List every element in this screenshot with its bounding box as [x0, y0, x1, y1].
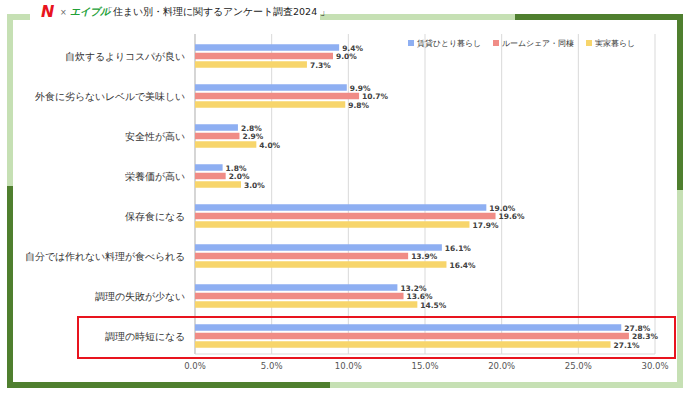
bar — [195, 253, 408, 260]
bar — [195, 284, 397, 291]
chart: N×エイブル「住まい別・料理に関するアンケート調査2024 」0.0%5.0%1… — [0, 0, 693, 393]
bar — [195, 44, 339, 51]
frame — [10, 17, 680, 385]
bar — [195, 221, 469, 228]
legend-label: 実家暮らし — [595, 39, 635, 48]
highlight-box — [78, 317, 675, 358]
legend-label: 賃貸ひとり暮らし — [417, 39, 481, 48]
legend-swatch — [586, 40, 592, 46]
legend-swatch — [408, 40, 414, 46]
bar — [195, 213, 496, 220]
tick-label: 30.0% — [641, 361, 668, 371]
background — [0, 0, 693, 393]
tick-label: 15.0% — [411, 361, 438, 371]
data-label: 16.1% — [445, 244, 472, 253]
bar — [195, 93, 359, 100]
tick-label: 10.0% — [335, 361, 362, 371]
data-labels: 9.4%9.0%7.3%9.9%10.7%9.8%2.8%2.9%4.0%1.8… — [226, 44, 659, 350]
bar — [195, 141, 256, 148]
category-label: 安全性が高い — [125, 131, 185, 142]
data-label: 7.3% — [310, 61, 331, 70]
data-label: 17.9% — [472, 221, 499, 230]
data-label: 13.9% — [411, 252, 438, 261]
bar — [195, 164, 223, 171]
data-label: 16.4% — [449, 261, 476, 270]
data-label: 14.5% — [420, 301, 447, 310]
bar — [195, 181, 241, 188]
category-label: 栄養価が高い — [125, 171, 185, 182]
legend-swatch — [493, 40, 499, 46]
bar — [195, 261, 446, 268]
logo-n: N — [41, 2, 55, 21]
frame-accent — [7, 382, 330, 388]
frame-accent — [677, 14, 683, 190]
category-label: 外食に劣らないレベルで美味しい — [35, 91, 185, 102]
bar — [195, 301, 417, 308]
grid — [195, 34, 655, 354]
axis-line — [195, 354, 655, 355]
category-label: 保存食になる — [125, 211, 185, 222]
legend: 賃貸ひとり暮らし ルームシェア・同棲 実家暮らし — [408, 39, 635, 48]
data-label: 3.0% — [244, 181, 265, 190]
data-label: 19.6% — [499, 212, 526, 221]
bar — [195, 204, 486, 211]
data-label: 4.0% — [259, 141, 280, 150]
tick-label: 0.0% — [184, 361, 206, 371]
bar — [195, 173, 226, 180]
frame-accent — [7, 186, 13, 388]
bar — [195, 84, 347, 91]
bar — [195, 53, 333, 60]
tick-label: 20.0% — [488, 361, 515, 371]
category-label: 調理の時短になる — [105, 331, 185, 342]
grid-line — [655, 34, 656, 354]
tick-label: 5.0% — [261, 361, 283, 371]
bars — [195, 44, 629, 348]
bar — [195, 244, 442, 251]
title: 「住まい別・料理に関するアンケート調査2024 」 — [103, 6, 330, 17]
bar — [195, 324, 621, 331]
category-label: 調理の失敗が少ない — [95, 291, 185, 302]
tick-label: 25.0% — [565, 361, 592, 371]
bar — [195, 293, 404, 300]
bar — [195, 101, 345, 108]
frame-accent — [515, 14, 683, 20]
data-label: 27.1% — [614, 341, 641, 350]
bar — [195, 124, 238, 131]
data-label: 9.0% — [336, 52, 357, 61]
bar — [195, 333, 629, 340]
bar — [195, 341, 611, 348]
logo-cross: × — [60, 8, 67, 17]
category-label: 自炊するよりコスパが良い — [65, 51, 185, 62]
legend-label: ルームシェア・同棲 — [502, 39, 574, 48]
bar — [195, 133, 239, 140]
bar — [195, 61, 307, 68]
category-label: 自分では作れない料理が食べられる — [25, 251, 185, 262]
grid-line — [501, 34, 502, 354]
data-label: 9.8% — [348, 101, 369, 110]
grid-line — [578, 34, 579, 354]
